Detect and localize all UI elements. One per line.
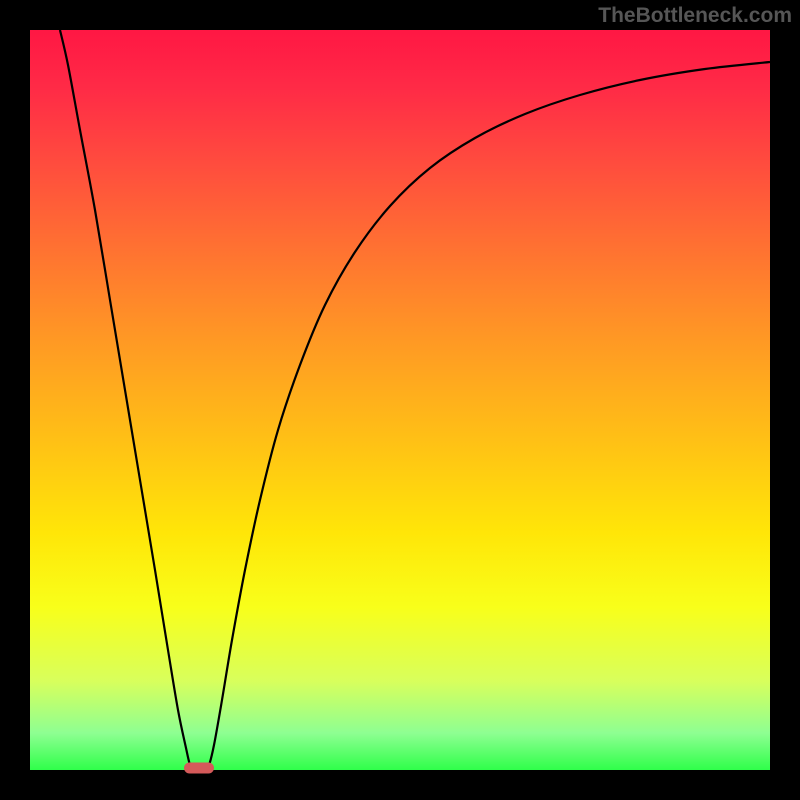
watermark-text: TheBottleneck.com [598, 4, 792, 28]
plot-background [30, 30, 770, 770]
chart-svg [0, 0, 800, 800]
optimal-marker [184, 763, 214, 774]
bottleneck-chart: TheBottleneck.com [0, 0, 800, 800]
